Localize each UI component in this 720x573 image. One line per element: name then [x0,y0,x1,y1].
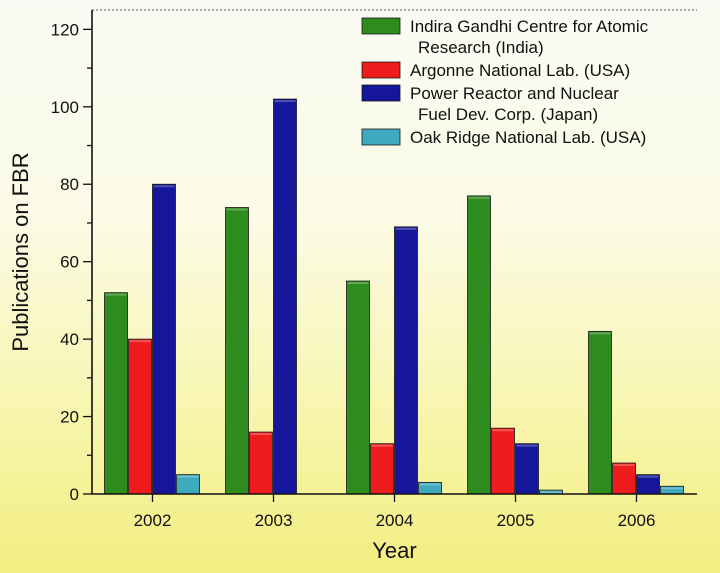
bar-highlight [540,491,562,494]
bar-highlight [226,208,248,211]
bar-highlight [516,444,538,447]
x-tick-label: 2004 [376,511,414,530]
x-tick-label: 2003 [255,511,293,530]
bar [225,207,249,495]
bars-layer [104,98,684,495]
bar-highlight [419,483,441,486]
y-tick-label: 0 [70,485,79,504]
bar-highlight [661,487,683,490]
bar-highlight [492,429,514,432]
y-tick-label: 100 [51,98,79,117]
x-tick-label: 2002 [134,511,172,530]
bar [394,226,418,495]
legend: Indira Gandhi Centre for Atomic Research … [361,17,649,147]
bar [370,443,394,495]
legend-swatch [361,17,401,35]
legend-swatch [361,84,401,102]
legend-swatch [361,61,401,79]
bar-highlight [105,293,127,296]
bar-highlight [129,340,151,343]
legend-label: Research (India) [418,38,544,57]
y-tick-label: 20 [60,408,79,427]
legend-label: Fuel Dev. Corp. (Japan) [418,105,598,124]
bar [491,427,515,495]
bar [588,330,612,495]
bar-highlight [589,332,611,335]
legend-label: Argonne National Lab. (USA) [410,61,630,80]
bar [612,462,636,495]
bar [104,292,128,495]
bar [128,338,152,495]
y-tick-label: 60 [60,253,79,272]
legend-label: Oak Ridge National Lab. (USA) [410,128,646,147]
bar-highlight [250,433,272,436]
bar [467,195,491,495]
y-axis-title: Publications on FBR [8,152,33,351]
bar-highlight [371,444,393,447]
bar [515,443,539,495]
bar-highlight [395,227,417,230]
y-tick-label: 80 [60,175,79,194]
bar-highlight [613,464,635,467]
bar-highlight [468,196,490,199]
x-tick-label: 2005 [497,511,535,530]
bar [249,431,273,495]
bar-highlight [347,282,369,285]
legend-label: Power Reactor and Nuclear [410,84,619,103]
bar-highlight [177,475,199,478]
legend-label: Indira Gandhi Centre for Atomic [410,17,649,36]
y-tick-label: 40 [60,330,79,349]
bar [152,183,176,495]
bar [346,280,370,495]
legend-swatch [361,128,401,146]
y-tick-label: 120 [51,20,79,39]
bar-highlight [637,475,659,478]
x-axis-title: Year [372,538,416,563]
bar-highlight [274,100,296,103]
bar [273,98,297,495]
bar-highlight [153,185,175,188]
x-tick-label: 2006 [618,511,656,530]
axes-layer: 0 20 40 60 80 100 120 2002 2003 2004 2005 2006 [51,9,697,530]
